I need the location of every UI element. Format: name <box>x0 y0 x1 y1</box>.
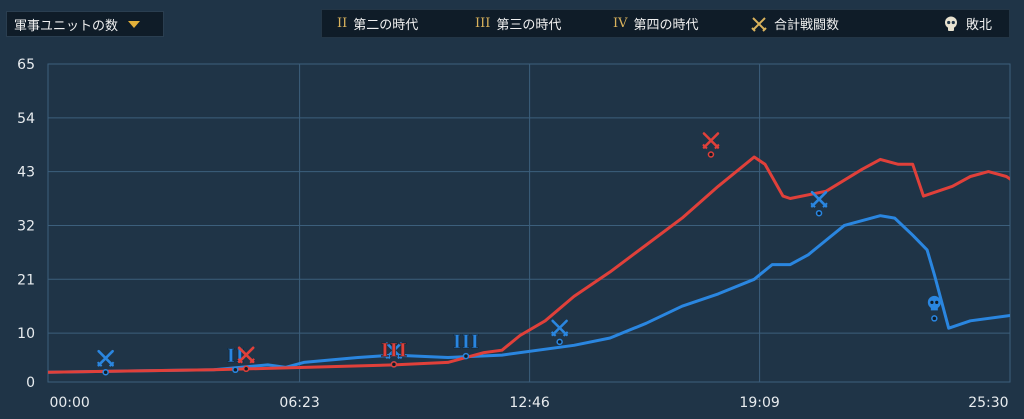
plot-frame <box>47 63 1011 383</box>
series-line <box>48 155 1010 374</box>
battle-marker <box>550 319 569 346</box>
skull-eye <box>935 300 939 304</box>
y-tick-label: 65 <box>17 57 35 73</box>
skull-icon <box>927 295 941 309</box>
sword-hilt <box>96 361 115 367</box>
battle-marker <box>237 346 255 373</box>
marker-dot <box>390 361 398 368</box>
era-marker: III <box>380 339 408 368</box>
legend-label: 第三の時代 <box>496 18 562 33</box>
x-tick-label: 25:30 <box>968 395 1008 411</box>
battle-marker <box>702 132 720 158</box>
legend-item-fourth-era: IV 第四の時代 <box>613 10 699 37</box>
crossed-swords-icon <box>385 342 403 359</box>
era-numeral: II <box>226 345 244 367</box>
legend-numeral: IV <box>613 16 628 31</box>
sword-hilt <box>550 331 569 337</box>
metric-dropdown-label: 軍事ユニットの数 <box>14 18 119 34</box>
era-marker: III <box>452 331 480 360</box>
crossed-swords-icon <box>702 132 720 149</box>
legend-numeral: III <box>475 16 491 31</box>
marker-dot <box>462 352 470 360</box>
battle-marker <box>96 349 115 376</box>
crossed-swords-icon <box>551 319 568 337</box>
legend-bar: II 第二の時代 III 第三の時代 IV 第四の時代 合計戦闘数 敗北 <box>321 9 1010 38</box>
marker-dot <box>102 368 109 376</box>
metric-dropdown[interactable]: 軍事ユニットの数 <box>6 11 164 37</box>
legend-label: 第二の時代 <box>353 18 419 33</box>
crossed-swords-icon <box>97 349 114 367</box>
y-tick-label: 0 <box>26 375 35 391</box>
x-tick-label: 12:46 <box>509 395 549 411</box>
defeat-marker <box>927 295 941 322</box>
y-tick-label: 10 <box>17 326 35 342</box>
caret-down-icon <box>128 20 141 28</box>
legend-item-defeat: 敗北 <box>942 10 992 37</box>
legend-label: 合計戦闘数 <box>774 18 840 33</box>
series-line <box>48 214 1010 374</box>
y-tick-label: 32 <box>17 218 35 234</box>
era-numeral: III <box>381 339 408 361</box>
marker-dot <box>242 365 250 373</box>
crossed-swords-icon <box>237 346 255 364</box>
skull-jaw <box>930 306 938 311</box>
crossed-swords-icon <box>751 16 767 32</box>
marker-dot <box>556 338 563 346</box>
era-numeral: III <box>453 331 480 353</box>
sword-hilt <box>702 143 720 150</box>
marker-dot <box>232 366 239 374</box>
sword-hilt <box>237 358 255 364</box>
crossed-swords-icon <box>810 190 828 208</box>
x-tick-label: 00:00 <box>49 395 89 411</box>
y-tick-label: 43 <box>17 165 35 181</box>
skull-icon <box>945 16 957 31</box>
legend-numeral: II <box>337 16 348 31</box>
legend-item-third-era: III 第三の時代 <box>475 10 561 37</box>
marker-dot <box>707 151 715 158</box>
marker-dot <box>931 315 938 322</box>
sword-hilt <box>810 202 828 208</box>
skull-eye <box>930 300 934 304</box>
marker-dot <box>815 209 823 217</box>
legend-label: 敗北 <box>966 18 993 33</box>
x-tick-label: 19:09 <box>739 395 779 411</box>
sword-hilt <box>385 353 403 360</box>
y-tick-label: 21 <box>17 272 35 288</box>
y-tick-label: 54 <box>17 111 35 127</box>
x-tick-label: 06:23 <box>279 395 319 411</box>
legend-item-total-battles: 合計戦闘数 <box>750 10 839 37</box>
battle-marker <box>810 190 828 217</box>
legend-label: 第四の時代 <box>633 18 699 33</box>
legend-item-second-era: II 第二の時代 <box>337 10 418 37</box>
